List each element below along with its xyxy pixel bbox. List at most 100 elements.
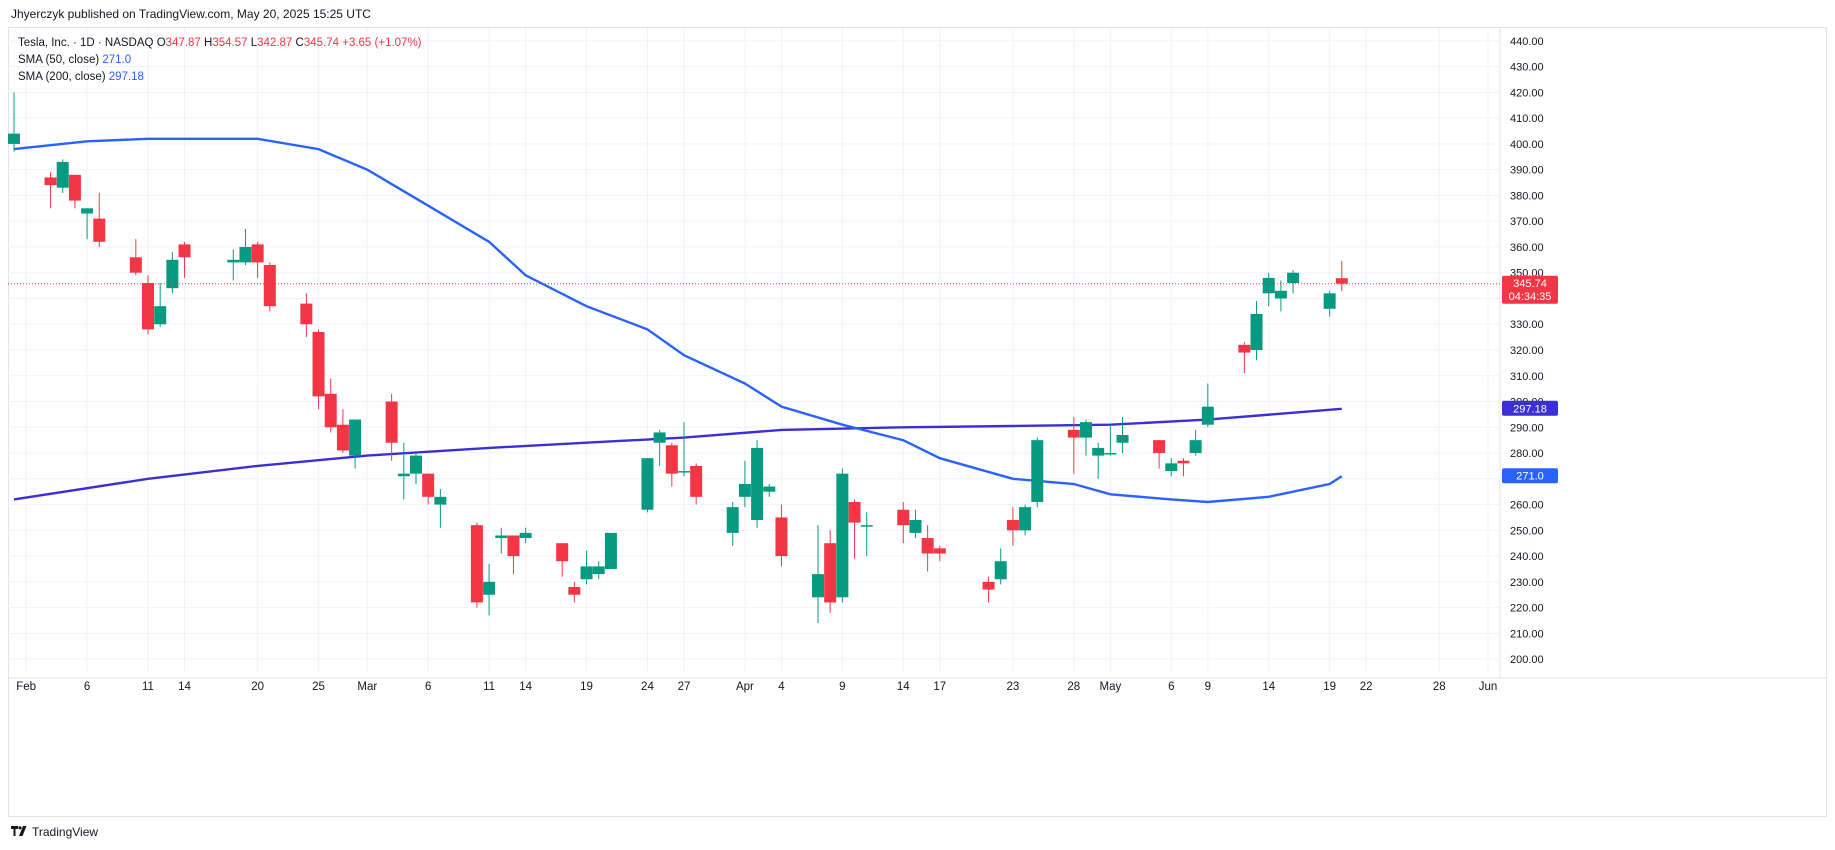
candle-body	[507, 535, 520, 557]
date-tick-label: Feb	[16, 681, 36, 693]
candle-down	[1067, 416, 1080, 474]
candle-body	[690, 465, 703, 497]
ohlc-legend: Tesla, Inc. · 1D · NASDAQ O347.87 H354.5…	[18, 35, 422, 52]
date-tick-label: 28	[1067, 681, 1080, 693]
candle-up	[56, 159, 69, 193]
last-price-badge-text: 04:34:35	[1509, 291, 1552, 303]
candle-down	[1177, 458, 1190, 477]
candle-down	[824, 530, 837, 613]
candle-body	[336, 424, 349, 451]
price-tick-label: 230.00	[1510, 577, 1544, 589]
date-tick-label: 22	[1360, 681, 1373, 693]
candle-up	[1165, 458, 1178, 477]
price-tick-label: 290.00	[1510, 422, 1544, 434]
high-value: 354.57	[212, 37, 248, 49]
candle-body	[592, 566, 605, 575]
candle-down	[178, 241, 191, 278]
candle-body	[653, 432, 666, 443]
symbol-label[interactable]: Tesla, Inc. · 1D · NASDAQ	[18, 37, 154, 49]
candle-down	[1238, 342, 1251, 374]
candle-down	[142, 275, 154, 335]
candle-body	[678, 471, 690, 473]
candle-up	[1031, 437, 1044, 508]
date-tick-label: 6	[84, 681, 90, 693]
sma200-badge-text: 297.18	[1513, 403, 1547, 415]
candle-down	[336, 409, 349, 454]
candle-up	[678, 422, 690, 477]
sma50-legend[interactable]: SMA (50, close) 271.0	[18, 52, 422, 69]
open-value: 347.87	[165, 37, 201, 49]
price-tick-label: 420.00	[1510, 87, 1544, 99]
price-tick-label: 240.00	[1510, 551, 1544, 563]
open-label: O	[156, 37, 166, 49]
candle-up	[738, 460, 751, 508]
candle-up	[397, 442, 410, 500]
date-tick-label: 28	[1433, 681, 1446, 693]
candle-body	[300, 303, 313, 325]
candle-body	[1274, 290, 1287, 299]
candle-down	[300, 293, 313, 338]
candle-body	[227, 259, 240, 263]
candle-up	[1092, 442, 1105, 479]
candle-down	[1335, 260, 1348, 292]
candle-body	[142, 283, 154, 330]
brand-name[interactable]: TradingView	[32, 824, 99, 839]
candle-body	[68, 174, 81, 201]
candle-up	[994, 548, 1007, 585]
chart-frame[interactable]	[8, 27, 1827, 817]
date-tick-label: 9	[839, 681, 845, 693]
candle-down	[385, 393, 398, 461]
candle-down	[324, 378, 337, 433]
price-tick-label: 260.00	[1510, 500, 1544, 512]
last-price-badge-text: 345.74	[1513, 278, 1547, 290]
candle-body	[324, 393, 337, 428]
candle-up	[81, 208, 94, 240]
candle-down	[263, 262, 276, 312]
date-tick-label: 6	[1168, 681, 1174, 693]
price-tick-label: 410.00	[1510, 113, 1544, 125]
candle-body	[251, 244, 264, 263]
candle-down	[422, 473, 435, 505]
candle-body	[81, 208, 94, 214]
candles	[8, 92, 1348, 624]
candle-body	[1006, 520, 1019, 531]
time-axis: Feb 6 11 14 20 25 Mar 6 11 14 19 24 27 Apr 4 9 14 17 23 28 M…	[16, 681, 1497, 693]
candle-up	[763, 483, 776, 497]
candle-up	[860, 512, 873, 557]
candle-down	[982, 576, 995, 603]
footer: TradingView	[11, 824, 98, 839]
candle-down	[93, 192, 106, 247]
candle-body	[1153, 440, 1166, 454]
candle-up	[410, 453, 422, 484]
candle-up	[1189, 429, 1202, 456]
candle-body	[44, 177, 57, 186]
tradingview-logo-icon	[11, 824, 27, 839]
candle-up	[1287, 270, 1300, 294]
sma200-badge: 297.18	[1502, 400, 1558, 416]
candle-body	[897, 509, 910, 526]
candle-body	[1067, 429, 1080, 438]
date-tick-label: 14	[519, 681, 532, 693]
candle-down	[44, 172, 57, 209]
publisher-note: Jhyerczyk published on TradingView.com, …	[11, 7, 371, 21]
candle-up	[1274, 280, 1287, 312]
candle-body	[154, 306, 167, 325]
candle-down	[665, 442, 678, 487]
sma50-value: 271.0	[102, 54, 132, 66]
candle-body	[519, 532, 532, 539]
sma50-badge: 271.0	[1502, 468, 1558, 484]
candle-body	[56, 161, 69, 188]
candle-body	[410, 455, 422, 474]
date-tick-label: 17	[933, 681, 946, 693]
candle-body	[1104, 453, 1117, 455]
sma50-badge-bg	[1502, 468, 1558, 484]
candle-down	[568, 581, 581, 603]
sma50-layer	[13, 137, 1343, 504]
date-tick-label: 4	[778, 681, 785, 693]
sma50-badge-text: 271.0	[1516, 471, 1544, 483]
candle-body	[775, 517, 788, 557]
sma200-legend[interactable]: SMA (200, close) 297.18	[18, 69, 422, 86]
candle-body	[470, 525, 483, 603]
